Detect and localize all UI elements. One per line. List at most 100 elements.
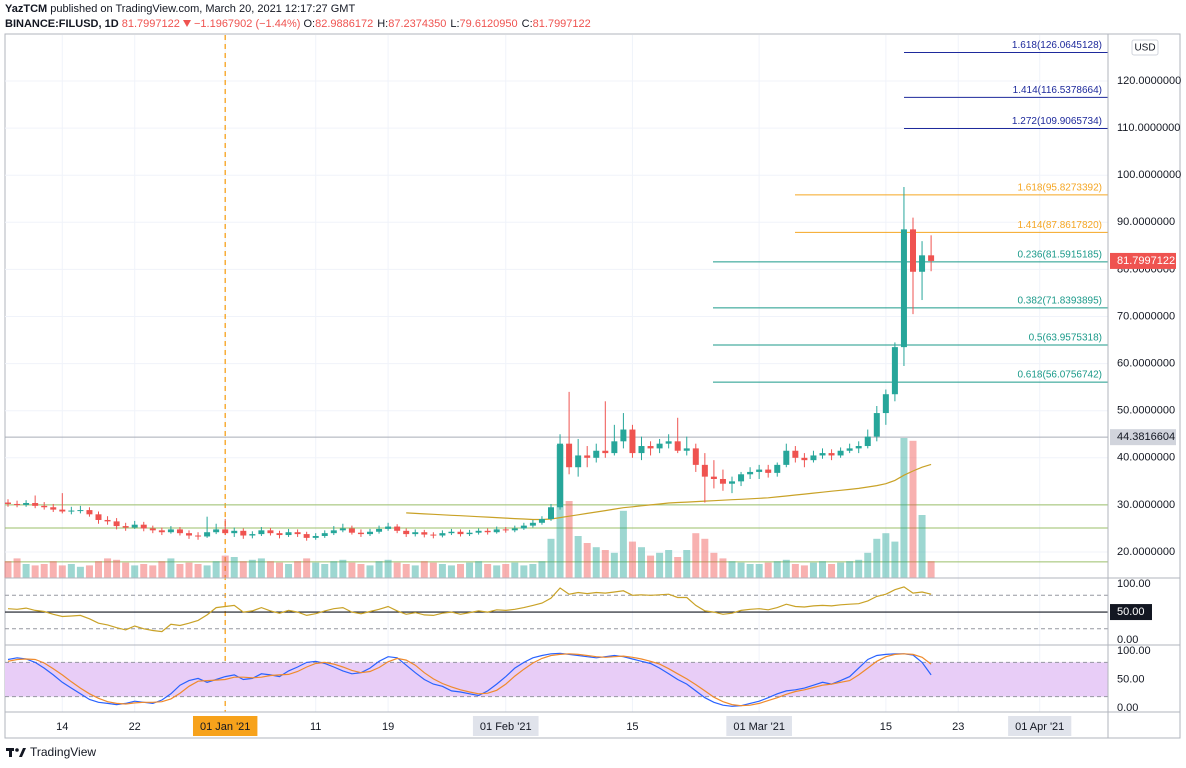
candle-body — [222, 529, 229, 534]
y-tick-label: 70.0000000 — [1117, 310, 1175, 322]
ohlc-label: L: — [450, 18, 460, 30]
candle-body — [5, 502, 11, 504]
volume-bar — [728, 561, 736, 578]
volume-bar — [303, 558, 311, 578]
volume-bar — [891, 541, 899, 578]
x-tick-label: 15 — [880, 721, 892, 733]
volume-bar — [502, 564, 510, 578]
candle-body — [394, 526, 401, 531]
logo — [6, 748, 26, 757]
volume-bar — [855, 559, 863, 578]
candle-body — [801, 457, 808, 461]
candle-body — [330, 530, 337, 534]
volume-bar — [22, 564, 30, 578]
candle-body — [502, 529, 509, 531]
volume-bar — [511, 562, 519, 578]
candle-body — [376, 528, 383, 532]
candle-body — [312, 535, 319, 538]
fib-label: 0.618(56.0756742) — [1017, 370, 1102, 381]
candle-body — [466, 532, 473, 535]
candle-body — [167, 529, 174, 533]
last-price-label: 81.7997122 — [1117, 255, 1175, 267]
y-tick-label: 100.0000000 — [1117, 169, 1181, 181]
volume-bar — [230, 557, 238, 578]
candle-body — [68, 510, 75, 512]
volume-bar — [104, 558, 112, 578]
candle-body — [77, 510, 84, 512]
candle-body — [910, 229, 916, 272]
chart: 20.0000000 30.0000000 40.0000000 50.0000000… — [4, 33, 1181, 739]
y-tick-label: 50.00 — [1117, 673, 1145, 685]
volume-bar — [248, 559, 256, 578]
volume-bar — [466, 562, 474, 578]
candle-body — [276, 533, 283, 536]
x-tick-label: 23 — [952, 721, 964, 733]
y-tick-label: 50.0000000 — [1117, 405, 1175, 417]
published: published on TradingView.com, March 20, … — [50, 3, 356, 15]
candle-body — [258, 530, 265, 535]
volume-bar — [85, 565, 93, 578]
candle-body — [729, 481, 735, 484]
frame — [4, 33, 1181, 739]
candle-body — [385, 526, 392, 529]
volume-bar — [285, 564, 293, 578]
candle-body — [339, 528, 346, 531]
volume-bar — [828, 564, 836, 578]
volume-bar — [58, 565, 66, 578]
indicator-line — [7, 586, 932, 633]
volume-bar — [149, 565, 157, 578]
candle-body — [86, 510, 93, 515]
volume-bar — [475, 561, 483, 578]
candle-body — [457, 531, 464, 535]
volume-bar — [384, 559, 392, 578]
fib-label: 1.618(126.0645128) — [1012, 40, 1102, 51]
candle-body — [792, 450, 799, 458]
candle-body — [122, 526, 129, 528]
candle-body — [529, 522, 536, 526]
x-tick-label: 19 — [382, 721, 394, 733]
volume-bar — [76, 566, 84, 578]
currency: USD — [1134, 43, 1155, 54]
x-tick-label: 11 — [310, 721, 321, 733]
candle-body — [176, 529, 183, 534]
candle-body — [41, 505, 48, 508]
volume-bar — [294, 561, 302, 578]
candle-body — [692, 448, 699, 465]
candle-body — [412, 532, 419, 535]
candle-body — [783, 450, 790, 465]
candle-body — [891, 347, 898, 395]
volume-bar — [674, 557, 682, 578]
candle-body — [828, 453, 835, 456]
ohlc-value: 79.6120950 — [459, 18, 518, 30]
candle-body — [738, 474, 745, 482]
candle-body — [873, 413, 880, 437]
volume-bar — [185, 562, 193, 578]
candle-body — [403, 530, 410, 535]
volume-bar — [719, 558, 727, 578]
symbol-line: BINANCE:FILUSD, 1D 81.7997122 −1.1967902… — [5, 17, 595, 32]
volume-bar — [393, 562, 401, 578]
volume-bar — [266, 561, 274, 578]
candle-body — [213, 529, 220, 533]
x-tick-label: 22 — [129, 721, 141, 733]
candle-body — [520, 525, 527, 529]
volume-bar — [375, 561, 383, 578]
candle-body — [765, 469, 772, 473]
fib-label: 1.414(87.8617820) — [1017, 220, 1102, 231]
ohlc-value: 87.2374350 — [388, 18, 447, 30]
volume-bar — [873, 538, 881, 578]
currency-box — [1131, 39, 1159, 56]
candle-body — [484, 530, 491, 533]
level-label-box — [1110, 604, 1152, 621]
volume-bar — [547, 538, 555, 578]
author: YazTCM — [5, 3, 48, 15]
fib-label: 0.236(81.5915185) — [1017, 250, 1102, 261]
candle-body — [882, 394, 889, 414]
volume-bar — [40, 564, 48, 578]
x-tick-label: 14 — [56, 721, 68, 733]
volume-bar — [583, 543, 591, 578]
candle-body — [430, 534, 437, 536]
candle-body — [548, 507, 554, 520]
candle-body — [719, 478, 726, 484]
